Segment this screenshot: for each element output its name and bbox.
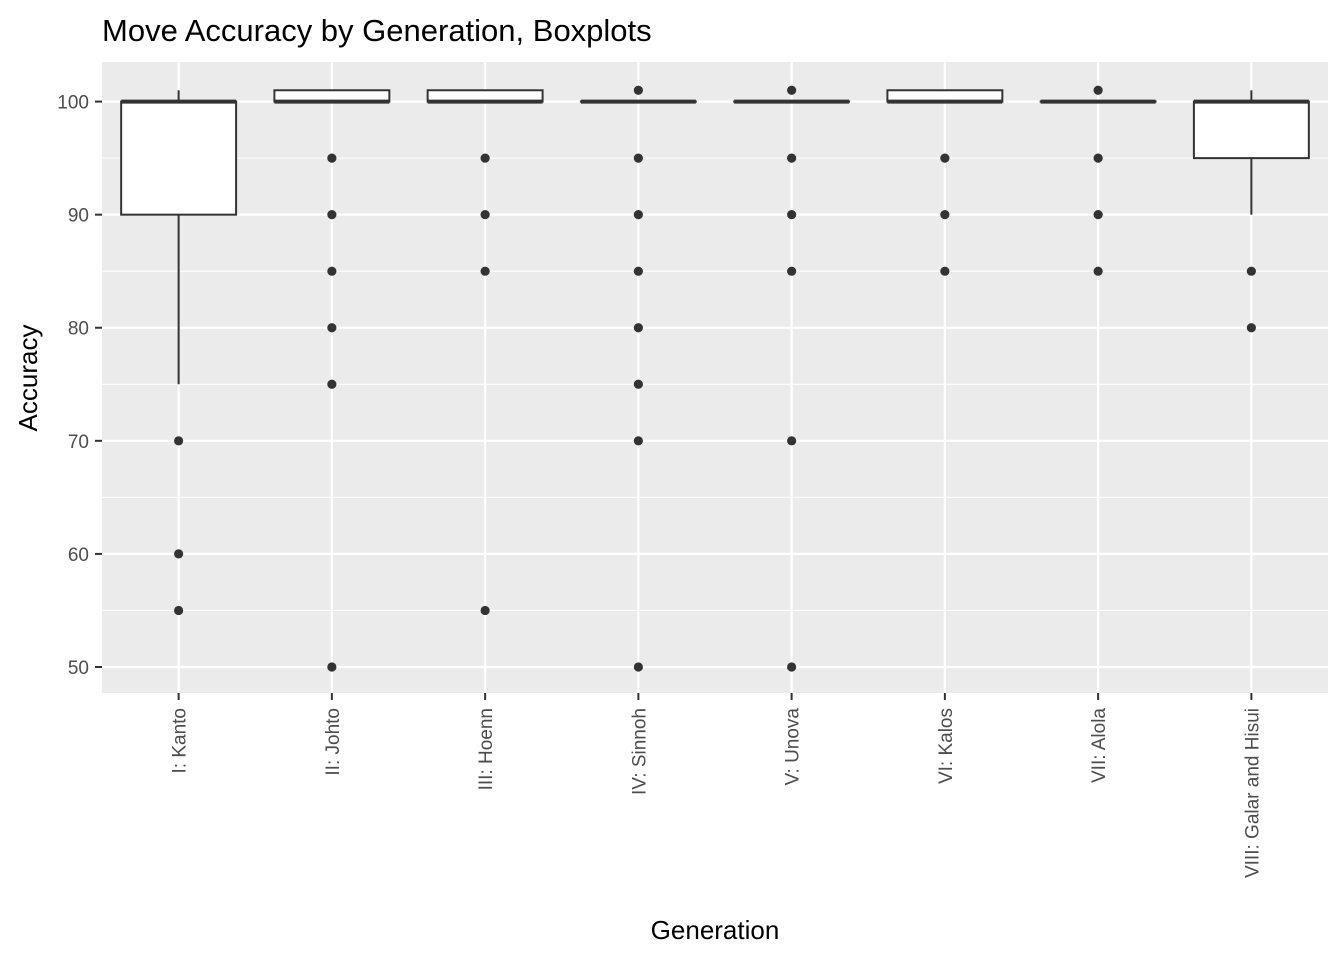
outlier-point xyxy=(1246,323,1256,333)
outlier-point xyxy=(787,436,797,446)
y-tick-label: 70 xyxy=(68,432,89,453)
y-tick-label: 50 xyxy=(68,658,89,679)
outlier-point xyxy=(787,662,797,672)
outlier-point xyxy=(633,153,643,163)
outliers xyxy=(174,85,1256,672)
y-axis-title: Accuracy xyxy=(13,325,43,432)
outlier-point xyxy=(940,210,950,220)
x-axis: I: Kanto II: Johto III: Hoenn IV: Sinnoh V: … xyxy=(170,693,1263,878)
outlier-point xyxy=(1093,210,1103,220)
outlier-point xyxy=(787,266,797,276)
outlier-point xyxy=(327,210,337,220)
outlier-point xyxy=(633,210,643,220)
outlier-point xyxy=(633,379,643,389)
outlier-point xyxy=(1246,266,1256,276)
x-tick-label: IV: Sinnoh xyxy=(629,708,650,795)
box xyxy=(1192,100,1310,160)
outlier-point xyxy=(633,662,643,672)
x-tick-label: VI: Kalos xyxy=(936,708,957,784)
x-tick-label: I: Kanto xyxy=(170,708,191,774)
x-axis-title: Generation xyxy=(651,915,780,945)
outlier-point xyxy=(633,436,643,446)
outlier-point xyxy=(1093,85,1103,95)
outlier-point xyxy=(174,549,184,559)
outlier-point xyxy=(633,266,643,276)
outlier-point xyxy=(633,323,643,333)
outlier-point xyxy=(327,323,337,333)
outlier-point xyxy=(480,266,490,276)
outlier-point xyxy=(1093,266,1103,276)
x-tick-label: VIII: Galar and Hisui xyxy=(1242,708,1263,878)
y-tick-label: 60 xyxy=(68,545,89,566)
outlier-point xyxy=(174,436,184,446)
outlier-point xyxy=(327,662,337,672)
chart-title: Move Accuracy by Generation, Boxplots xyxy=(102,13,652,48)
outlier-point xyxy=(174,605,184,616)
outlier-point xyxy=(327,153,337,163)
y-tick-label: 100 xyxy=(57,93,89,114)
outlier-point xyxy=(787,210,797,220)
y-tick-label: 90 xyxy=(68,206,89,227)
outlier-point xyxy=(1093,153,1103,163)
outlier-point xyxy=(327,379,337,389)
plot-panel xyxy=(102,62,1328,693)
x-tick-label: II: Johto xyxy=(323,708,344,776)
outlier-point xyxy=(327,266,337,276)
box xyxy=(120,100,238,216)
boxes xyxy=(120,89,1310,216)
x-tick-label: V: Unova xyxy=(783,708,804,786)
outlier-point xyxy=(633,85,643,95)
outlier-point xyxy=(480,210,490,220)
outlier-point xyxy=(787,85,797,95)
outlier-point xyxy=(480,153,490,163)
outlier-point xyxy=(940,153,950,163)
y-axis: 50 60 70 80 90 100 xyxy=(57,93,102,679)
outlier-point xyxy=(940,266,950,276)
outlier-point xyxy=(480,605,490,616)
x-tick-label: III: Hoenn xyxy=(476,708,497,790)
outlier-point xyxy=(787,153,797,163)
x-tick-label: VII: Alola xyxy=(1089,708,1110,783)
y-tick-label: 80 xyxy=(68,319,89,340)
